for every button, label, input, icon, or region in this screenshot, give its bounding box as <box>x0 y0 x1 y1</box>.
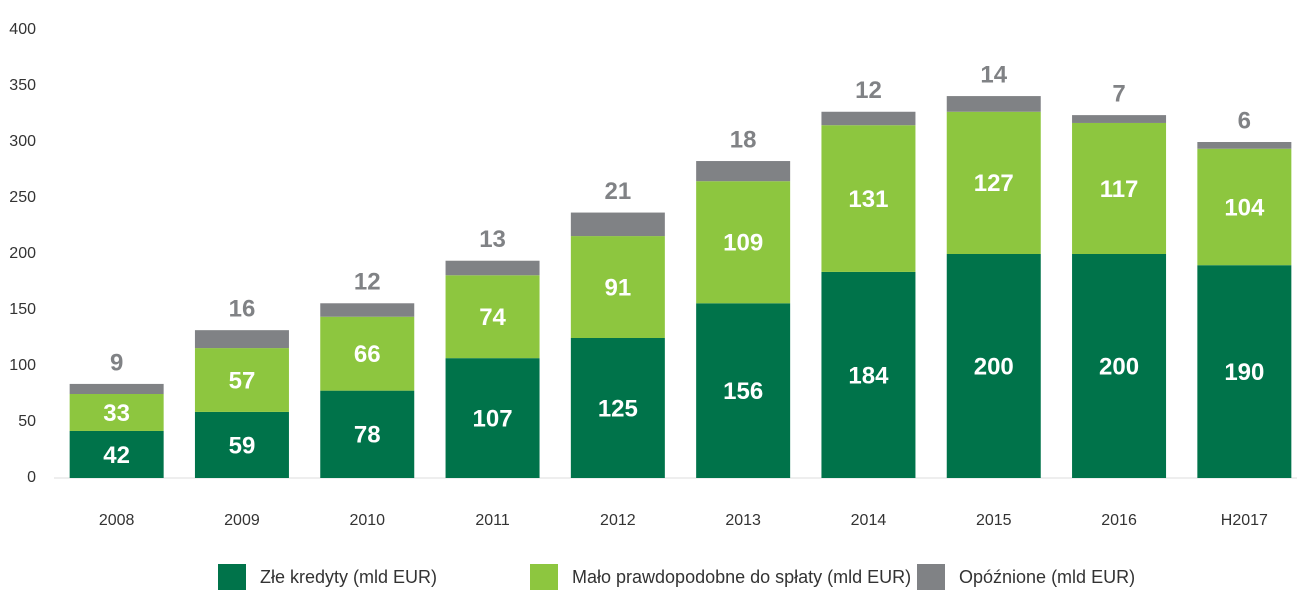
x-tick-label: 2011 <box>475 512 510 529</box>
data-label: 200 <box>1099 353 1139 380</box>
bar-segment <box>821 111 916 126</box>
bar-segment <box>821 125 916 272</box>
data-label: 117 <box>1100 176 1139 203</box>
data-label: 104 <box>1224 194 1265 221</box>
data-label: 91 <box>604 274 631 301</box>
legend-label: Opóźnione (mld EUR) <box>959 567 1135 587</box>
bar-segment <box>445 275 540 359</box>
legend-swatch <box>917 564 945 590</box>
data-label: 200 <box>974 353 1014 380</box>
data-label: 78 <box>354 422 381 449</box>
data-label: 156 <box>723 378 763 405</box>
data-label: 12 <box>354 269 381 296</box>
bar-segment <box>1197 265 1292 478</box>
bar-segment <box>696 181 791 304</box>
data-label: 131 <box>848 186 888 213</box>
data-label: 66 <box>354 341 381 368</box>
data-label: 109 <box>723 230 763 257</box>
y-tick-label: 200 <box>9 245 36 262</box>
y-tick-label: 150 <box>9 301 36 318</box>
bar-segment <box>1197 148 1292 266</box>
bar-segment <box>570 212 665 237</box>
data-label: 14 <box>980 61 1007 88</box>
data-label: 74 <box>479 304 506 331</box>
y-tick-label: 100 <box>9 357 36 374</box>
bar-segment <box>1197 142 1292 149</box>
y-tick-label: 350 <box>9 77 36 94</box>
bar-segment <box>445 260 540 276</box>
bar-segment <box>194 348 289 412</box>
bar-segment <box>69 394 164 431</box>
data-label: 57 <box>229 367 256 394</box>
data-label: 33 <box>103 400 130 427</box>
x-tick-label: 2009 <box>224 512 260 529</box>
data-label: 127 <box>974 170 1014 197</box>
x-tick-label: 2012 <box>600 512 636 529</box>
x-tick-label: 2013 <box>725 512 761 529</box>
bar-segment <box>445 358 540 478</box>
data-label: 190 <box>1224 359 1264 386</box>
bar-segment <box>1072 254 1167 478</box>
y-tick-label: 300 <box>9 133 36 150</box>
bar-segment <box>69 430 164 478</box>
bar-segment <box>69 383 164 394</box>
data-label: 6 <box>1238 107 1251 134</box>
data-label: 18 <box>730 126 757 153</box>
bar-segment <box>570 338 665 478</box>
x-tick-label: 2010 <box>349 512 385 529</box>
data-label: 9 <box>110 349 123 376</box>
bar-segment <box>946 111 1041 254</box>
bar-segment <box>320 390 415 478</box>
data-label: 7 <box>1112 80 1125 107</box>
legend-label: Mało prawdopodobne do spłaty (mld EUR) <box>572 567 911 587</box>
data-label: 107 <box>473 405 513 432</box>
bar-segment <box>320 316 415 391</box>
bar-segment <box>320 303 415 317</box>
bar-segment <box>696 161 791 182</box>
data-label: 12 <box>855 77 882 104</box>
y-tick-label: 250 <box>9 189 36 206</box>
data-label: 21 <box>604 178 631 205</box>
y-tick-label: 0 <box>27 469 36 486</box>
bar-segment <box>696 303 791 478</box>
y-tick-label: 50 <box>18 413 36 430</box>
legend-swatch <box>530 564 558 590</box>
x-tick-label: 2014 <box>851 512 887 529</box>
data-label: 59 <box>229 432 256 459</box>
bar-segment <box>194 411 289 478</box>
data-label: 125 <box>598 395 638 422</box>
bar-segment <box>821 271 916 478</box>
bar-segment <box>1072 122 1167 255</box>
data-label: 16 <box>229 296 256 323</box>
data-label: 184 <box>848 362 889 389</box>
x-tick-label: 2015 <box>976 512 1012 529</box>
x-tick-label: 2016 <box>1101 512 1137 529</box>
bar-segment <box>570 236 665 338</box>
x-tick-label: 2008 <box>99 512 135 529</box>
data-label: 42 <box>103 442 130 469</box>
y-tick-label: 400 <box>9 21 36 38</box>
bar-segment <box>946 254 1041 478</box>
legend-label: Złe kredyty (mld EUR) <box>260 567 437 587</box>
x-tick-label: H2017 <box>1221 512 1268 529</box>
bar-segment <box>194 330 289 349</box>
bar-segment <box>1072 115 1167 123</box>
bar-segment <box>946 96 1041 112</box>
data-label: 13 <box>479 226 506 253</box>
legend-swatch <box>218 564 246 590</box>
